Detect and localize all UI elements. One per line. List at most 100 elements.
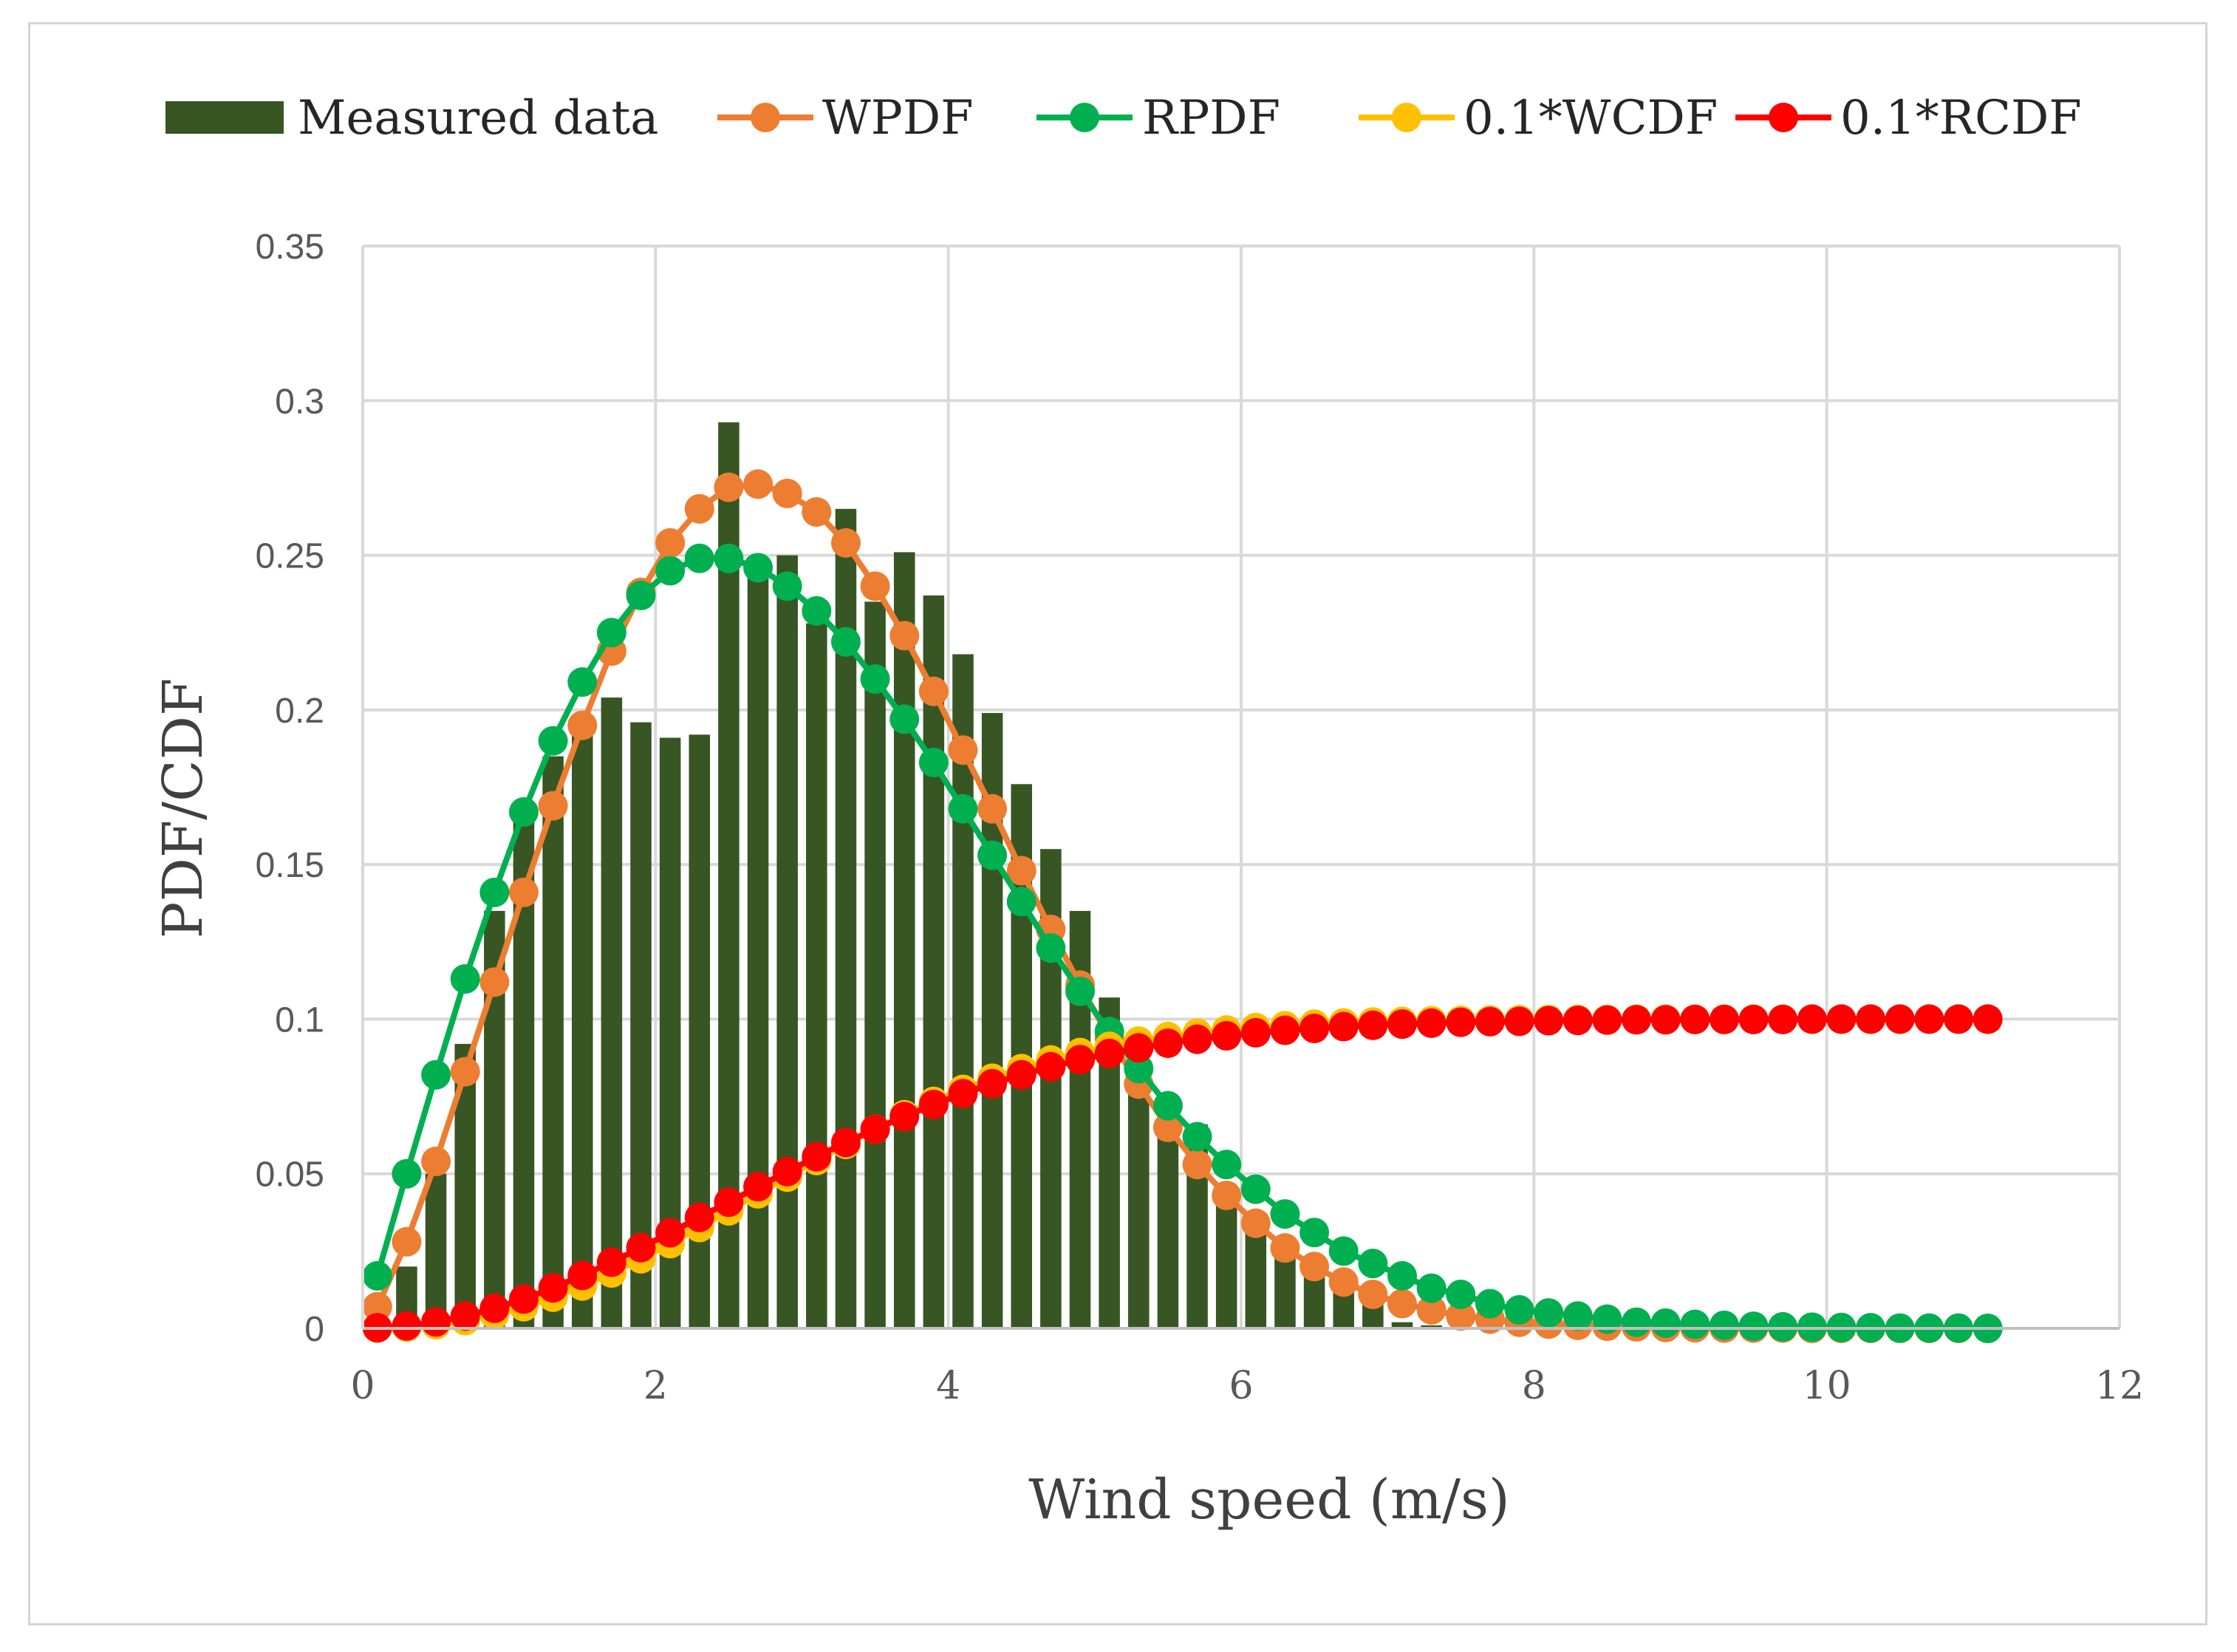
bar: [425, 1173, 447, 1328]
series-marker: [1856, 1004, 1886, 1034]
series-marker: [1387, 1289, 1417, 1319]
series-marker: [655, 1218, 686, 1248]
series-marker: [392, 1311, 422, 1341]
legend-label: Measured data: [298, 91, 658, 146]
series-marker: [1504, 1006, 1534, 1037]
series-marker: [772, 571, 802, 601]
y-axis-title: PDF/CDF: [151, 678, 215, 939]
series-marker: [450, 1057, 480, 1087]
series-marker: [1680, 1309, 1710, 1339]
series-marker: [1358, 1249, 1388, 1279]
bar: [630, 722, 652, 1328]
legend-item: 0.1*RCDF: [1735, 91, 2082, 146]
series-marker: [392, 1158, 422, 1189]
series-marker: [1709, 1310, 1739, 1340]
series-marker: [1416, 1008, 1447, 1038]
bar: [776, 555, 798, 1328]
series-marker: [1358, 1010, 1388, 1040]
series-marker: [1914, 1004, 1944, 1034]
x-tick-label: 10: [1803, 1364, 1851, 1408]
series-marker: [626, 1232, 656, 1263]
series-marker: [918, 676, 949, 706]
bar: [1157, 1105, 1179, 1328]
series-marker: [977, 1068, 1008, 1099]
series-marker: [1270, 1233, 1300, 1263]
series-marker: [1065, 976, 1096, 1006]
series-marker: [596, 1247, 626, 1277]
series-marker: [1065, 1045, 1096, 1075]
series-marker: [1358, 1279, 1388, 1309]
series-marker: [714, 543, 744, 573]
series-marker: [655, 528, 686, 558]
bar: [864, 601, 886, 1328]
series-marker: [743, 1172, 773, 1202]
series-marker: [860, 664, 890, 694]
series-marker: [1240, 1017, 1271, 1048]
series-marker: [1416, 1273, 1447, 1303]
series-marker: [977, 793, 1008, 824]
series-marker: [948, 735, 978, 765]
series-marker: [567, 1260, 598, 1291]
series-marker: [421, 1146, 451, 1176]
y-tick-label: 0.1: [275, 1000, 324, 1040]
series-marker: [1036, 1051, 1066, 1082]
x-tick-label: 2: [643, 1364, 668, 1408]
y-tick-label: 0.3: [275, 382, 324, 421]
bar: [806, 623, 827, 1328]
x-tick-label: 12: [2095, 1364, 2144, 1408]
x-axis-title: Wind speed (m/s): [1028, 1468, 1510, 1532]
series-marker: [743, 469, 773, 499]
series-marker: [538, 791, 568, 821]
series-marker: [1826, 1004, 1857, 1034]
series-marker: [1768, 1004, 1798, 1034]
series-marker: [362, 1260, 392, 1291]
series-marker: [567, 710, 598, 740]
series-marker: [1475, 1006, 1505, 1037]
series-marker: [626, 580, 656, 610]
series-marker: [1563, 1301, 1593, 1331]
series-marker: [1973, 1004, 2003, 1034]
series-marker: [860, 1114, 890, 1144]
series-marker: [918, 748, 949, 778]
series-marker: [479, 1293, 510, 1323]
series-marker: [1270, 1015, 1300, 1045]
series-marker: [1124, 1054, 1154, 1084]
bar: [1215, 1189, 1237, 1328]
series-marker: [1182, 1024, 1212, 1054]
series-marker: [1709, 1004, 1739, 1034]
x-tick-label: 0: [350, 1364, 375, 1408]
series-marker: [1622, 1307, 1652, 1337]
series-marker: [1182, 1150, 1212, 1180]
legend-label: 0.1*WCDF: [1464, 91, 1718, 146]
series-marker: [1387, 1009, 1417, 1040]
legend-label: WPDF: [822, 91, 974, 146]
x-tick-label: 8: [1522, 1364, 1546, 1408]
y-tick-label: 0.35: [256, 228, 324, 267]
series-marker: [830, 1127, 861, 1158]
legend: Measured data WPDF RPDF 0.1*WCDF 0.1*RCDF: [165, 91, 2082, 146]
series-marker: [1563, 1006, 1593, 1036]
series-marker: [596, 618, 626, 648]
series-marker: [889, 621, 920, 651]
series-marker: [1885, 1004, 1915, 1034]
series-marker: [1738, 1004, 1769, 1034]
series-marker: [1094, 1038, 1124, 1068]
bar: [893, 552, 915, 1328]
series-marker: [1416, 1294, 1447, 1325]
series-marker: [1124, 1033, 1154, 1063]
series-marker: [1738, 1311, 1769, 1342]
series-marker: [1387, 1260, 1417, 1291]
chart-frame: 0 0.05 0.1 0.15 0.2 0.25 0.3 0.35 0 2 4 6 8 10 12 Meas…: [28, 22, 2207, 1625]
series-marker: [450, 964, 480, 994]
series-marker: [538, 726, 568, 756]
bar: [747, 564, 769, 1328]
bar: [1274, 1257, 1296, 1328]
series-marker: [802, 496, 832, 527]
legend-item: WPDF: [717, 91, 974, 146]
x-tick-label: 4: [936, 1364, 960, 1408]
legend-swatch-marker: [1070, 103, 1099, 132]
series-marker: [1152, 1090, 1183, 1121]
series-marker: [1534, 1298, 1564, 1328]
series-marker: [1152, 1112, 1183, 1142]
series-marker: [684, 543, 714, 573]
